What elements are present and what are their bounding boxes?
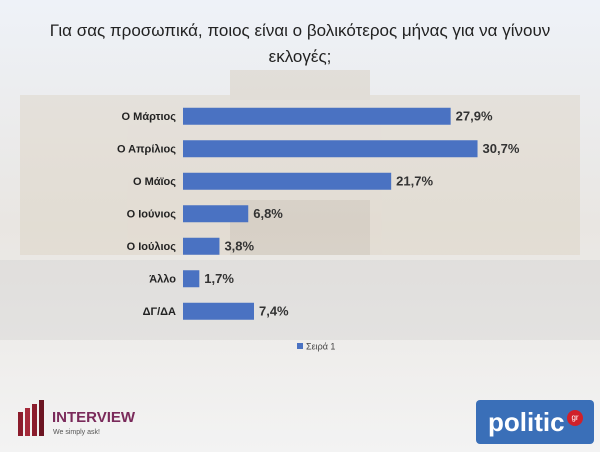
data-label: 1,7%: [204, 271, 234, 286]
y-tick-label: ΔΓ/ΔΑ: [143, 306, 176, 318]
y-tick-label: Ο Ιούνιος: [127, 209, 177, 221]
data-label: 6,8%: [253, 206, 283, 221]
logo-right-name: politic: [488, 407, 565, 437]
data-label: 7,4%: [259, 304, 289, 319]
y-tick-label: Άλλο: [149, 274, 176, 286]
legend-swatch: [297, 343, 303, 349]
data-label: 3,8%: [224, 239, 254, 254]
bar: [183, 205, 249, 223]
logo-left-name: INTERVIEW: [52, 409, 136, 426]
logo-politic: politic gr: [476, 400, 594, 444]
y-tick-label: Ο Μάϊος: [133, 176, 176, 188]
bar: [183, 302, 254, 320]
data-label: 27,9%: [456, 109, 493, 124]
logo-left-tagline: We simply ask!: [53, 429, 100, 436]
bar: [183, 237, 220, 255]
data-label: 21,7%: [396, 174, 433, 189]
legend-label: Σειρά 1: [306, 341, 335, 351]
y-tick-label: Ο Απρίλιος: [117, 144, 176, 156]
bar: [183, 270, 200, 288]
chart-title: Για σας προσωπικά, ποιος είναι ο βολικότ…: [49, 21, 551, 66]
y-tick-label: Ο Ιούλιος: [127, 241, 177, 253]
bar: [183, 140, 478, 158]
data-label: 30,7%: [483, 141, 520, 156]
bar: [183, 172, 392, 190]
logo-interview: INTERVIEW We simply ask!: [18, 400, 136, 436]
bar: [183, 107, 451, 125]
logo-right-suffix: gr: [571, 413, 578, 422]
y-tick-label: Ο Μάρτιος: [122, 111, 177, 123]
